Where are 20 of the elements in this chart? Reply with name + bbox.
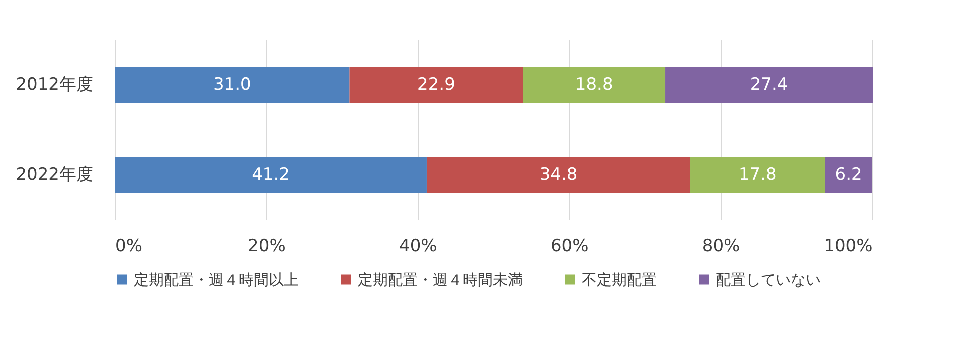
y-tick-label: 2022年度 — [16, 165, 94, 185]
data-label: 27.4 — [750, 75, 788, 95]
data-label: 6.2 — [835, 165, 862, 185]
x-tick-label: 100% — [824, 236, 873, 256]
data-label: 17.8 — [738, 165, 777, 185]
legend-label: 定期配置・週４時間以上 — [134, 270, 299, 289]
x-tick-label: 20% — [248, 236, 286, 256]
data-label: 18.8 — [575, 75, 614, 95]
legend-label: 配置していない — [716, 270, 821, 289]
x-tick-label: 80% — [702, 236, 740, 256]
x-tick-label: 0% — [116, 236, 142, 256]
data-label: 41.2 — [252, 165, 290, 185]
data-label: 34.8 — [540, 165, 578, 185]
x-tick-label: 40% — [400, 236, 438, 256]
x-tick-label: 60% — [550, 236, 589, 256]
data-label: 31.0 — [213, 75, 252, 95]
legend-label: 不定期配置 — [582, 270, 657, 289]
legend-label: 定期配置・週４時間未満 — [358, 270, 523, 289]
data-label: 22.9 — [418, 75, 456, 95]
y-tick-label: 2012年度 — [16, 75, 94, 95]
